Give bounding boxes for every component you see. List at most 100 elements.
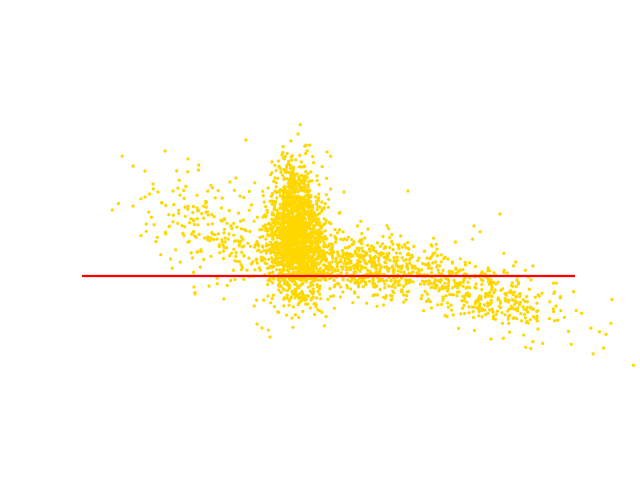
- data-point: [458, 257, 462, 261]
- data-point: [373, 283, 377, 287]
- data-point: [292, 243, 296, 248]
- data-point: [464, 292, 468, 296]
- data-point: [489, 283, 494, 287]
- data-point: [521, 305, 525, 309]
- data-point: [502, 251, 506, 255]
- data-point: [439, 253, 443, 257]
- data-point: [170, 266, 174, 270]
- data-point: [304, 170, 308, 174]
- data-point: [386, 266, 390, 270]
- data-point: [265, 210, 269, 214]
- data-point: [375, 241, 379, 245]
- data-point: [307, 254, 311, 258]
- data-point: [589, 326, 593, 330]
- data-point: [345, 238, 349, 242]
- data-point: [385, 224, 389, 228]
- data-point: [299, 160, 303, 164]
- data-point: [518, 294, 522, 299]
- data-point: [147, 192, 152, 196]
- data-point: [303, 182, 307, 186]
- data-point: [389, 298, 393, 302]
- data-point: [509, 284, 514, 288]
- data-point: [339, 285, 343, 289]
- data-point: [367, 279, 371, 283]
- data-point: [329, 268, 333, 272]
- data-point: [336, 250, 340, 254]
- data-point: [402, 284, 406, 288]
- data-point: [278, 268, 282, 272]
- data-point: [283, 228, 287, 232]
- data-point: [370, 257, 374, 261]
- data-point: [303, 144, 307, 148]
- data-point: [269, 173, 273, 177]
- data-point: [357, 246, 361, 250]
- data-point: [242, 244, 246, 248]
- data-point: [291, 188, 295, 192]
- data-point: [321, 254, 326, 258]
- data-point: [289, 178, 293, 183]
- data-point: [433, 251, 437, 255]
- data-point: [261, 224, 265, 228]
- data-point: [313, 312, 317, 317]
- data-point: [295, 227, 299, 231]
- data-point: [285, 296, 289, 300]
- data-point: [239, 268, 244, 272]
- data-point: [279, 284, 283, 288]
- data-point: [290, 316, 294, 320]
- data-point: [473, 285, 477, 289]
- data-point: [443, 255, 447, 259]
- data-point: [110, 208, 114, 212]
- data-point: [352, 276, 356, 280]
- data-point: [228, 254, 232, 258]
- data-point: [434, 242, 438, 246]
- data-point: [308, 306, 312, 310]
- data-point: [298, 256, 302, 260]
- data-point: [241, 218, 245, 222]
- data-point: [500, 321, 505, 325]
- data-point: [368, 249, 372, 253]
- data-point: [332, 306, 337, 310]
- data-point: [266, 222, 271, 226]
- data-point: [195, 217, 199, 221]
- data-point: [317, 192, 321, 196]
- data-point: [279, 290, 283, 294]
- data-point: [632, 363, 636, 367]
- data-point: [186, 204, 190, 208]
- data-point: [490, 294, 494, 298]
- data-point: [289, 254, 293, 258]
- data-point: [277, 288, 281, 292]
- data-point: [296, 295, 300, 299]
- data-point: [359, 267, 363, 271]
- data-point: [478, 294, 482, 298]
- data-point: [240, 250, 244, 254]
- data-point: [375, 293, 380, 297]
- data-point: [305, 198, 309, 203]
- data-point: [355, 224, 360, 228]
- data-point: [508, 330, 512, 334]
- data-point: [384, 294, 389, 298]
- data-point: [279, 231, 283, 235]
- data-point: [303, 212, 307, 216]
- data-point: [271, 221, 275, 225]
- data-point: [239, 219, 243, 223]
- data-point: [569, 342, 573, 346]
- data-point: [408, 258, 412, 262]
- data-point: [314, 265, 318, 269]
- data-point: [414, 266, 418, 270]
- data-point: [399, 266, 403, 271]
- data-point: [387, 284, 391, 288]
- data-point: [155, 235, 159, 239]
- data-point: [295, 213, 299, 217]
- data-point: [411, 270, 415, 274]
- data-point: [310, 291, 314, 295]
- data-point: [239, 227, 243, 231]
- data-point: [291, 209, 295, 213]
- data-point: [477, 298, 481, 302]
- data-point: [421, 262, 425, 266]
- data-point: [285, 163, 289, 167]
- data-point: [317, 269, 321, 273]
- data-point: [282, 246, 286, 250]
- data-point: [423, 289, 427, 293]
- data-point: [143, 195, 147, 199]
- data-point: [309, 170, 313, 174]
